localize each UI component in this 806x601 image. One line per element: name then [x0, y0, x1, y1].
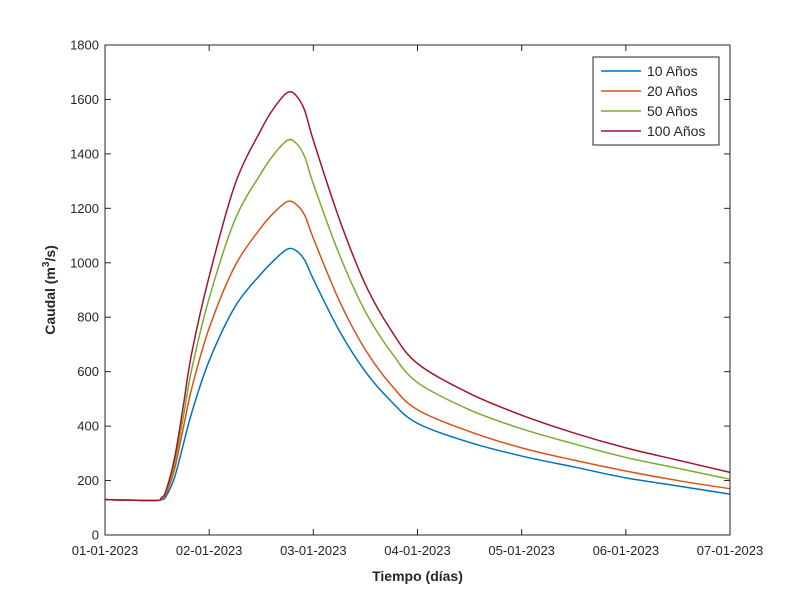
legend-label: 100 Años [647, 123, 705, 139]
x-axis-title: Tiempo (días) [372, 568, 463, 584]
series-lines [104, 91, 731, 502]
y-tick-label: 1000 [70, 255, 99, 270]
x-tick-label: 04-01-2023 [384, 543, 451, 558]
legend-items: 10 Años 20 Años 50 Años 100 Años [601, 63, 705, 139]
legend-label: 50 Años [647, 103, 698, 119]
legend-label: 20 Años [647, 83, 698, 99]
series-line-2 [104, 200, 731, 502]
series-line-4 [104, 91, 731, 502]
y-tick-label: 200 [77, 473, 99, 488]
y-tick-label: 400 [77, 419, 99, 434]
x-axis: 01-01-2023 02-01-2023 03-01-2023 04-01-2023… [72, 45, 764, 558]
x-tick-label: 06-01-2023 [593, 543, 660, 558]
x-tick-label: 03-01-2023 [280, 543, 347, 558]
x-tick-label: 05-01-2023 [488, 543, 555, 558]
x-tick-label: 07-01-2023 [697, 543, 764, 558]
y-tick-label: 600 [77, 364, 99, 379]
y-tick-label: 1800 [70, 38, 99, 53]
legend-label: 10 Años [647, 63, 698, 79]
y-axis-title: Caudal (m3/s) [41, 245, 58, 335]
y-tick-label: 0 [92, 528, 99, 543]
y-tick-label: 1400 [70, 146, 99, 161]
series-line-1 [104, 247, 731, 502]
y-tick-label: 800 [77, 310, 99, 325]
legend: 10 Años 20 Años 50 Años 100 Años [592, 56, 720, 146]
y-tick-label: 1600 [70, 92, 99, 107]
x-tick-label: 01-01-2023 [72, 543, 139, 558]
x-tick-label: 02-01-2023 [176, 543, 243, 558]
y-tick-label: 1200 [70, 201, 99, 216]
y-axis: 0 200 400 600 800 1000 1200 1400 1600 1800 [70, 38, 730, 543]
